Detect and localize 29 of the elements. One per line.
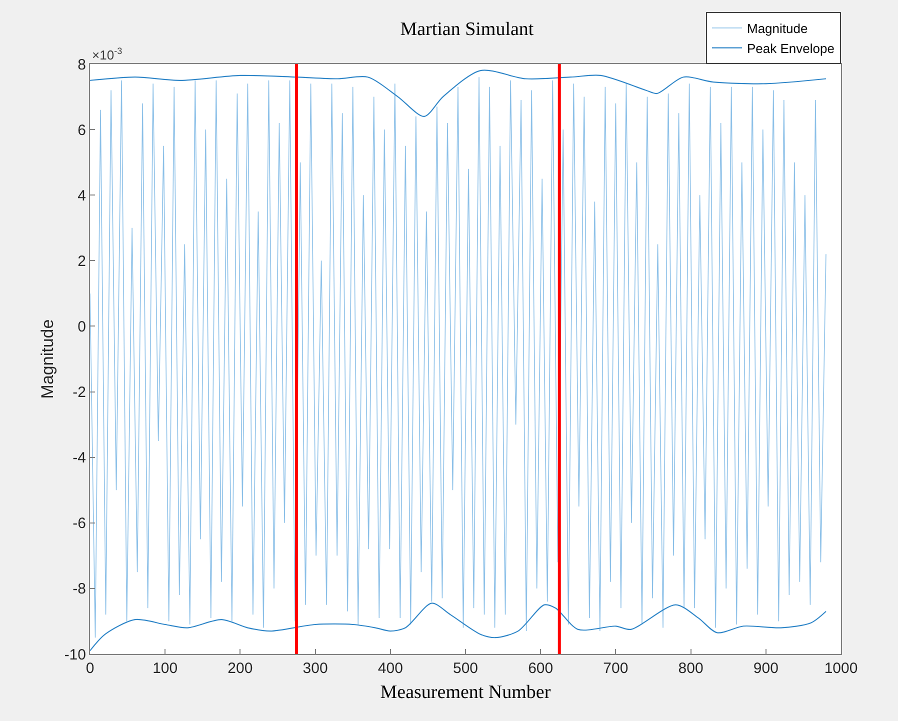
- y-tick-label: -10: [64, 646, 86, 664]
- chart-title: Martian Simulant: [400, 18, 534, 40]
- y-tick-label: -2: [72, 384, 86, 402]
- line-series: [90, 76, 826, 638]
- legend-label: Peak Envelope: [747, 40, 834, 56]
- text: ×10$^{-3}$: [92, 46, 122, 62]
- x-tick-label: 200: [228, 660, 253, 677]
- line-series: [90, 70, 827, 117]
- x-tick-label: 400: [378, 660, 403, 677]
- x-tick-label: 1000: [824, 660, 858, 677]
- legend-label: Magnitude: [747, 21, 808, 36]
- x-tick-label: 700: [603, 660, 628, 677]
- y-tick-label: 2: [78, 252, 86, 270]
- y-tick-label: 0: [78, 318, 86, 336]
- y-axis-title: Magnitude: [38, 319, 57, 399]
- x-tick-label: 300: [302, 660, 328, 677]
- y-tick-label: 4: [78, 187, 86, 204]
- y-tick-label: -4: [72, 450, 86, 467]
- y-tick-label: 8: [78, 56, 86, 74]
- x-tick-label: 900: [753, 660, 778, 677]
- line-series: [90, 602, 827, 652]
- y-tick-label: -8: [72, 580, 86, 598]
- x-tick-label: 800: [678, 660, 704, 677]
- x-tick-label: 500: [452, 660, 478, 677]
- x-tick-label: 600: [528, 660, 554, 677]
- x-tick-label: 100: [152, 660, 178, 677]
- y-tick-label: -6: [72, 515, 86, 532]
- y-tick-label: 6: [78, 122, 86, 139]
- x-axis-title: Measurement Number: [380, 682, 552, 703]
